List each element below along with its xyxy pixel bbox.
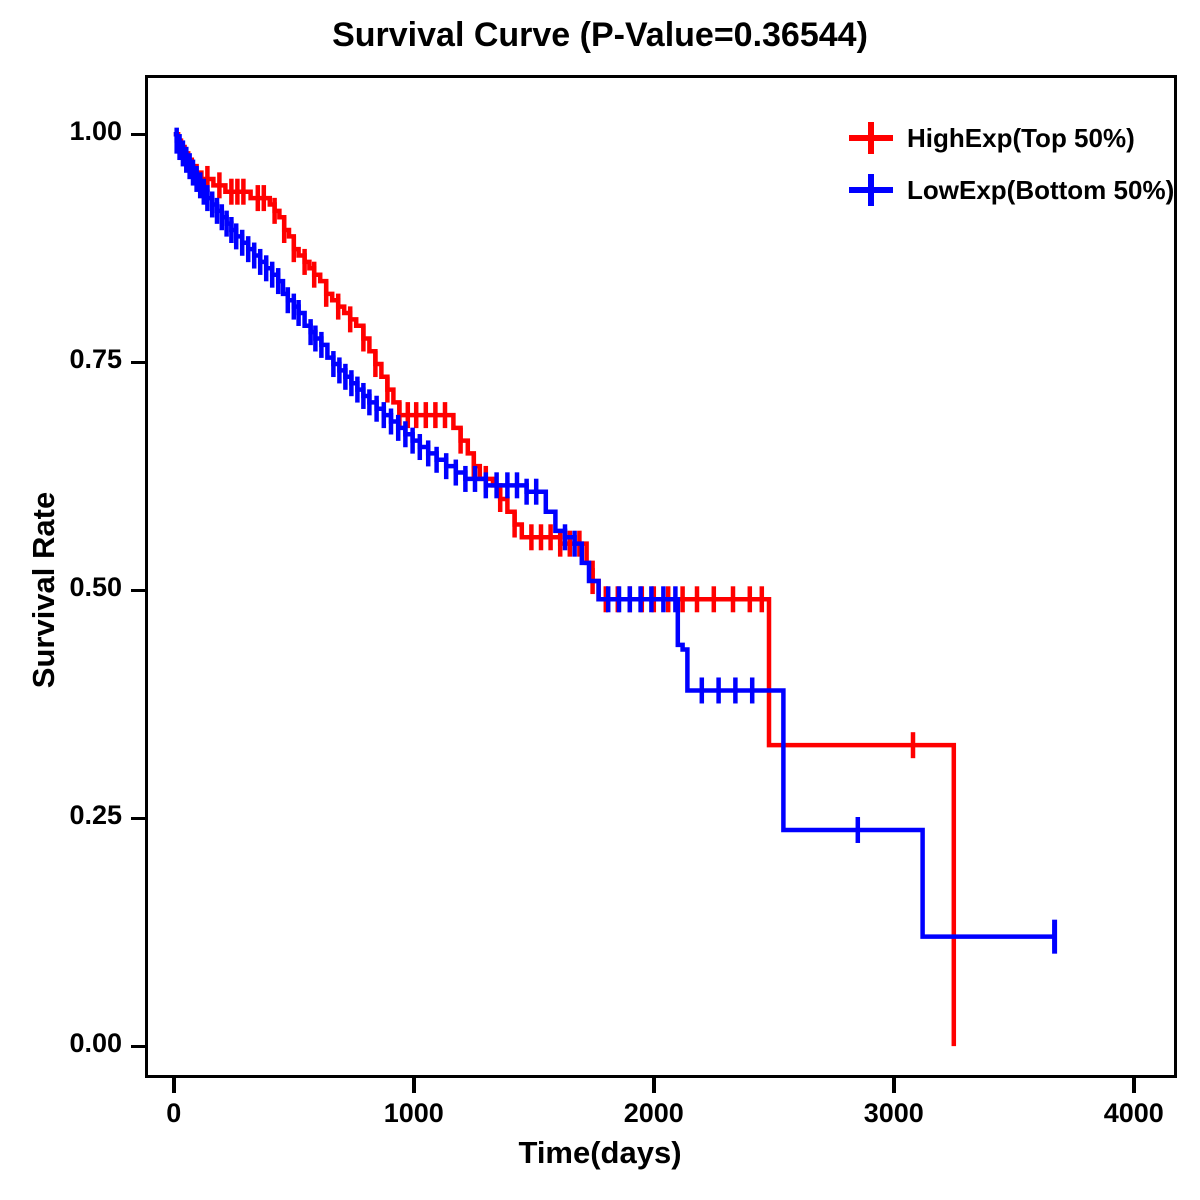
legend-label-high: HighExp(Top 50%) — [907, 122, 1135, 153]
censor-marks-high — [205, 165, 916, 759]
plus-marker-icon — [845, 121, 897, 155]
x-tick-label: 1000 — [383, 1098, 444, 1128]
y-tick-label: 1.00 — [69, 116, 122, 147]
plot-area — [173, 127, 1058, 1047]
chart-legend: HighExp(Top 50%) LowExp(Bottom 50%) — [845, 112, 1185, 216]
x-tick-mark — [1131, 1078, 1136, 1093]
x-tick-label: 4000 — [1103, 1098, 1164, 1128]
plot-frame — [145, 75, 1177, 1078]
x-tick-mark — [651, 1078, 656, 1093]
legend-label-low: LowExp(Bottom 50%) — [907, 174, 1175, 205]
x-axis-title: Time(days) — [518, 1135, 682, 1170]
chart-title: Survival Curve (P-Value=0.36544) — [332, 16, 868, 54]
survival-step-line-high — [173, 132, 957, 1047]
x-tick-mark — [171, 1078, 176, 1093]
y-tick-label: 0.50 — [69, 572, 122, 603]
x-tick-label: 0 — [166, 1098, 182, 1128]
y-tick-mark — [131, 589, 145, 593]
y-tick-label: 0.00 — [69, 1028, 122, 1059]
x-tick-label: 3000 — [863, 1098, 924, 1128]
y-tick-label: 0.25 — [69, 800, 122, 831]
censor-marks-low — [174, 127, 1057, 950]
y-tick-mark — [131, 817, 145, 821]
y-tick-mark — [131, 1045, 145, 1049]
legend-item-low[interactable]: LowExp(Bottom 50%) — [845, 164, 1185, 216]
y-tick-mark — [131, 361, 145, 365]
legend-item-high[interactable]: HighExp(Top 50%) — [845, 112, 1185, 164]
plus-marker-icon — [845, 173, 897, 207]
y-tick-mark — [131, 133, 145, 137]
x-tick-mark — [411, 1078, 416, 1093]
y-tick-label: 0.75 — [69, 344, 122, 375]
x-tick-mark — [891, 1078, 896, 1093]
x-tick-label: 2000 — [623, 1098, 684, 1128]
